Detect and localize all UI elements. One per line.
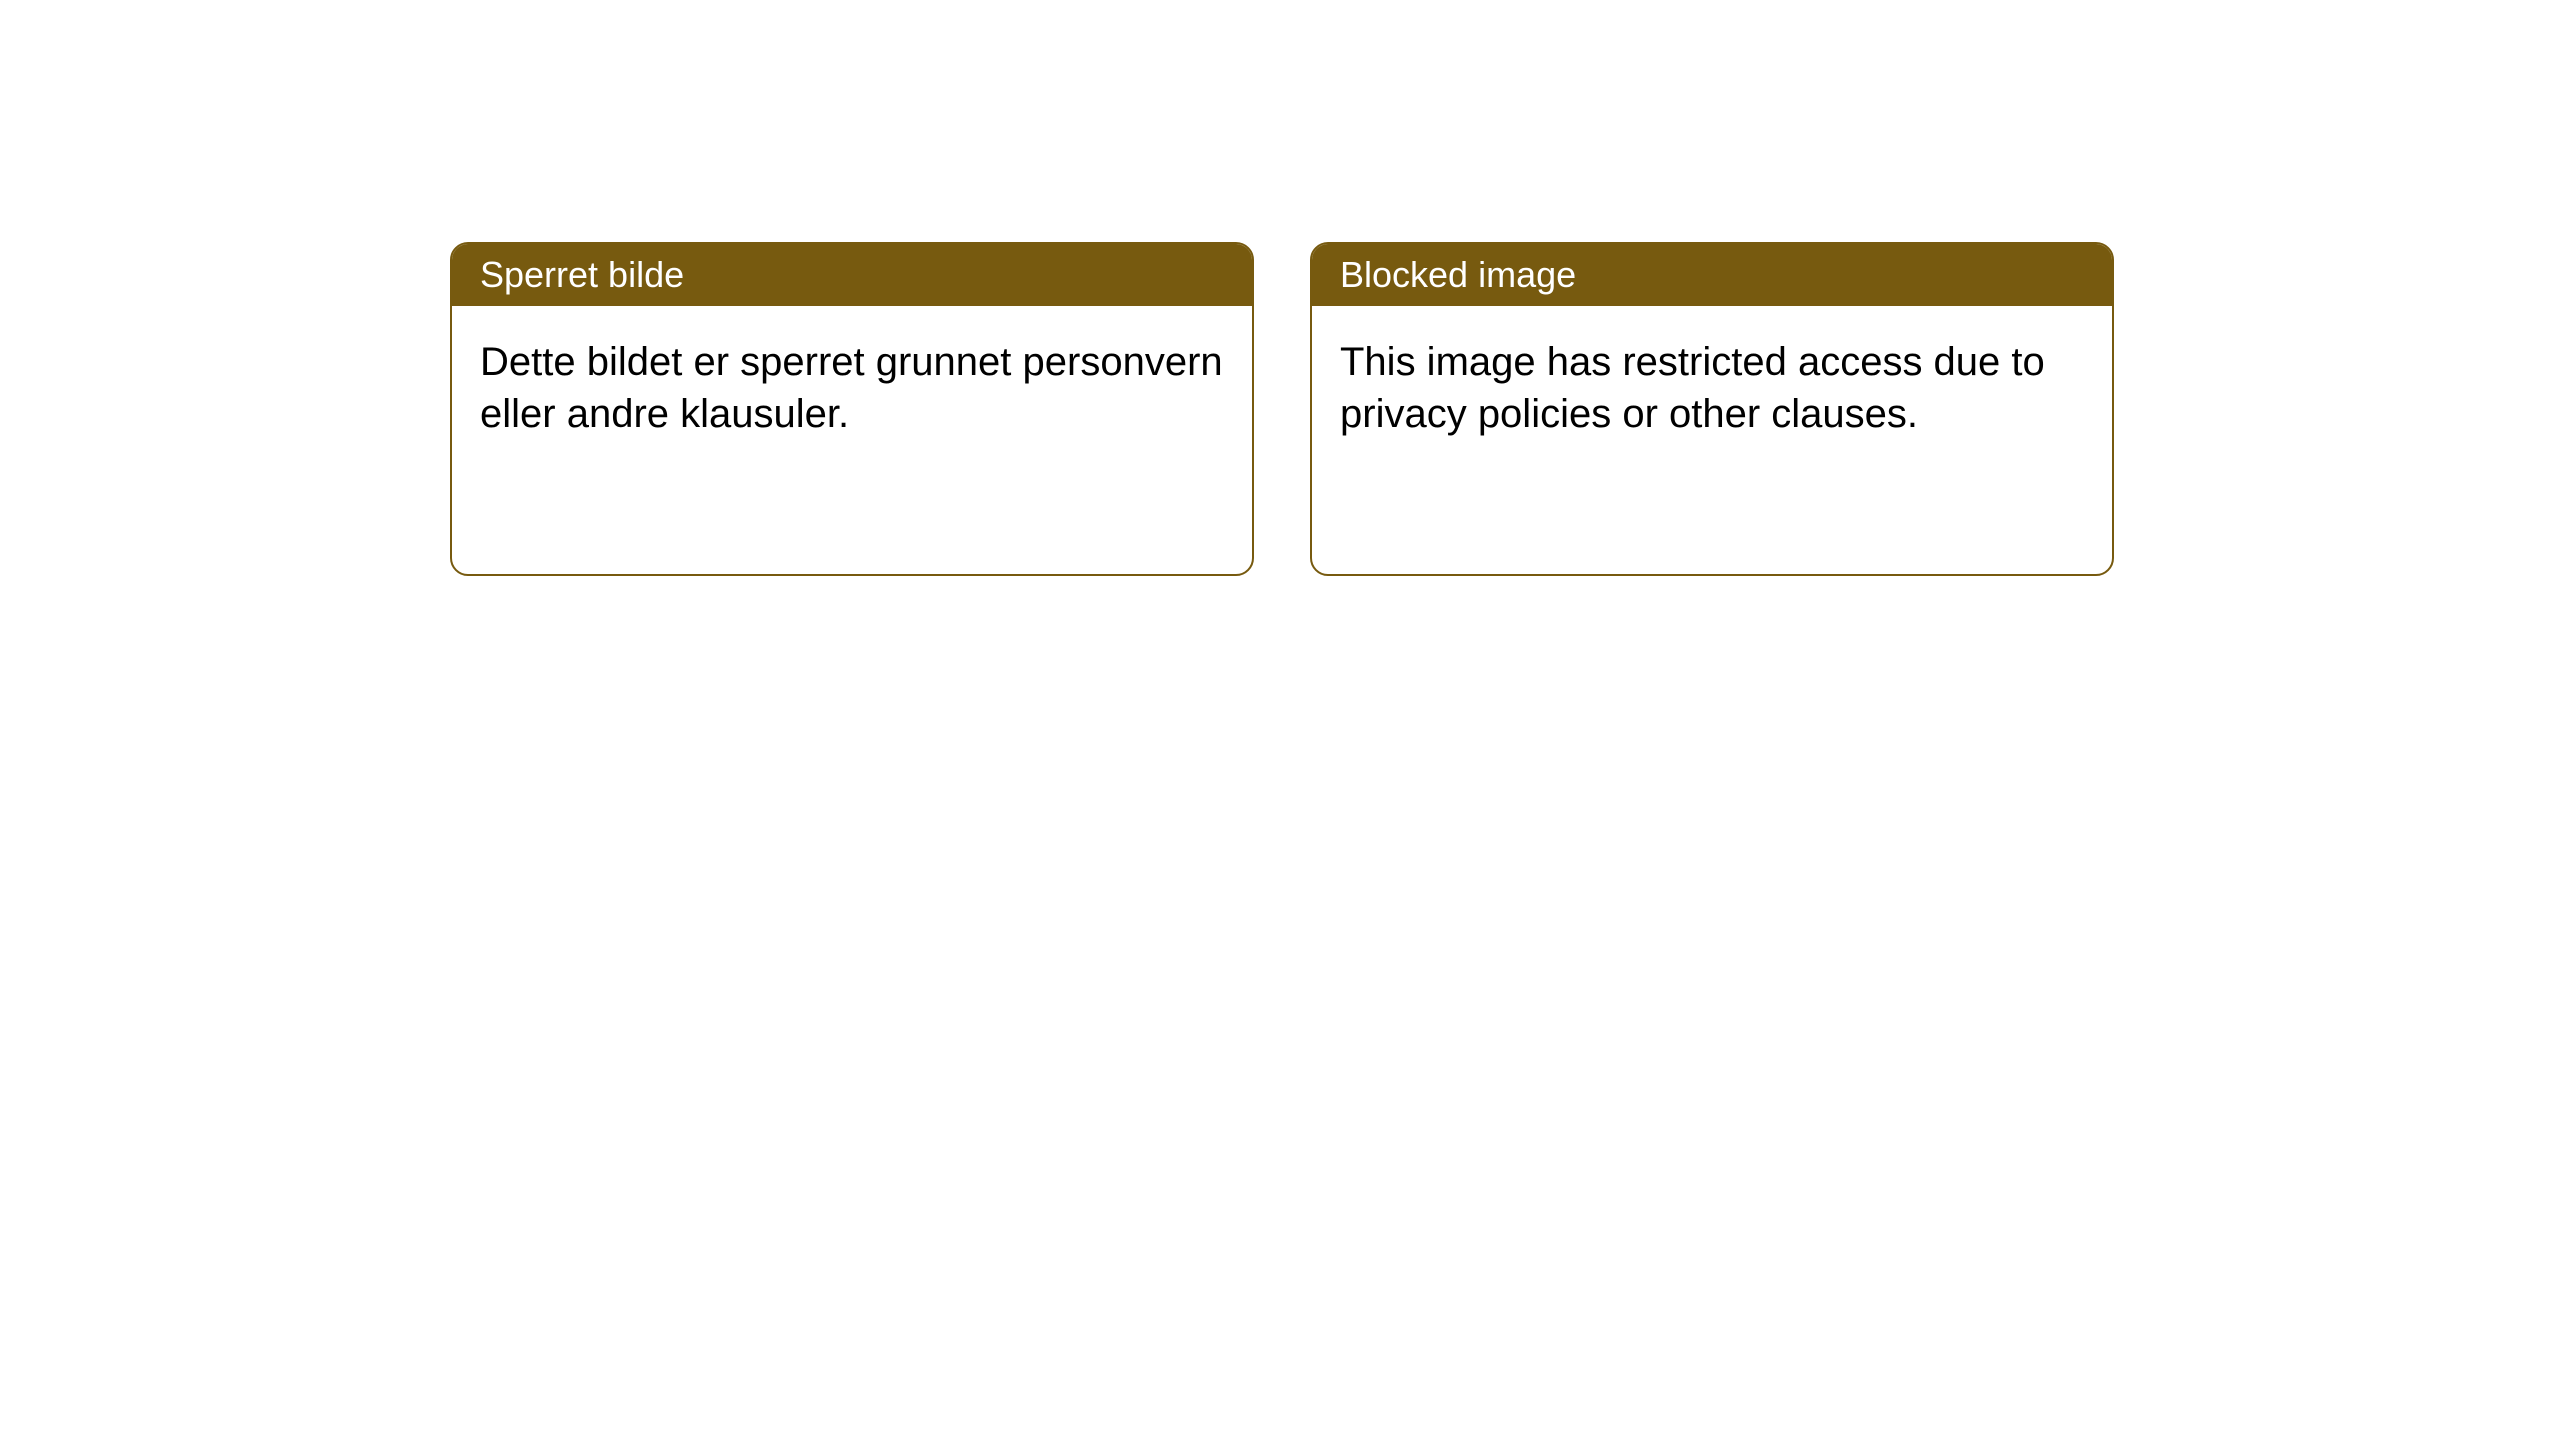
notice-body-text: Dette bildet er sperret grunnet personve…	[480, 340, 1223, 436]
notice-body-text: This image has restricted access due to …	[1340, 340, 2045, 436]
notice-body: This image has restricted access due to …	[1312, 306, 2112, 470]
notice-title: Blocked image	[1340, 254, 1576, 295]
notice-container: Sperret bilde Dette bildet er sperret gr…	[0, 0, 2560, 576]
notice-body: Dette bildet er sperret grunnet personve…	[452, 306, 1252, 470]
notice-card-english: Blocked image This image has restricted …	[1310, 242, 2114, 576]
notice-title: Sperret bilde	[480, 254, 684, 295]
notice-card-norwegian: Sperret bilde Dette bildet er sperret gr…	[450, 242, 1254, 576]
notice-header: Blocked image	[1312, 244, 2112, 306]
notice-header: Sperret bilde	[452, 244, 1252, 306]
